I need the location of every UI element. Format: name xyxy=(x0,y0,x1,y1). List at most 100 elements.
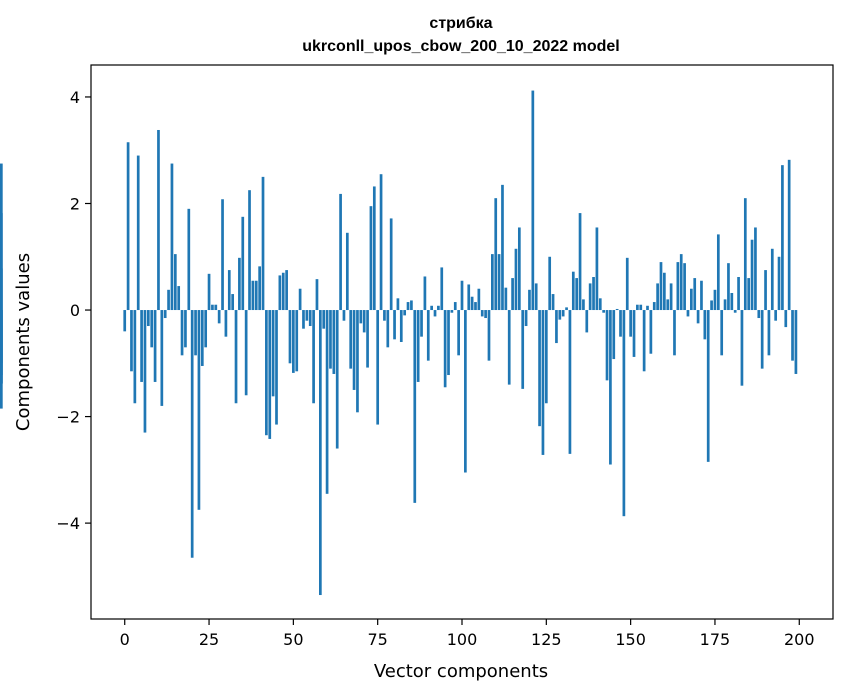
bar-140 xyxy=(595,227,599,311)
bar-41 xyxy=(261,176,265,311)
bar-193 xyxy=(774,310,778,321)
bar-159 xyxy=(659,262,663,311)
x-tick-label: 200 xyxy=(784,630,815,649)
bar-64 xyxy=(339,193,342,311)
bar-68 xyxy=(352,310,356,390)
bar-11 xyxy=(160,310,164,406)
x-tick-label: 150 xyxy=(615,630,646,649)
bar-116 xyxy=(514,248,518,311)
bar-77 xyxy=(383,310,386,321)
bar-100 xyxy=(460,280,464,311)
bar-97 xyxy=(450,310,454,313)
bar-163 xyxy=(673,310,676,356)
y-tick-label: 4 xyxy=(70,88,80,107)
bar-134 xyxy=(575,278,579,311)
bar-191 xyxy=(767,310,771,356)
bar-133 xyxy=(571,271,575,311)
bar-177 xyxy=(720,310,724,356)
bar-189 xyxy=(760,310,764,369)
bar-13 xyxy=(167,289,170,311)
bar-168 xyxy=(690,288,693,311)
bar-119 xyxy=(524,310,528,327)
bar-144 xyxy=(609,310,612,465)
bar-122 xyxy=(534,283,538,311)
bar-39 xyxy=(254,280,258,311)
y-tick-label: −4 xyxy=(56,514,80,533)
bar-135 xyxy=(578,213,582,311)
bar-0 xyxy=(123,310,127,332)
bar-179 xyxy=(727,263,730,311)
bar-82 xyxy=(399,310,403,342)
bar-93 xyxy=(437,305,440,311)
bar-76 xyxy=(379,174,383,311)
bar-85 xyxy=(410,300,413,311)
bar-148 xyxy=(622,310,626,517)
bar-156 xyxy=(649,310,653,354)
bar-158 xyxy=(656,283,659,311)
x-tick-label: 25 xyxy=(199,630,219,649)
bar-23 xyxy=(200,310,204,366)
bar-33 xyxy=(234,310,238,404)
bar-166 xyxy=(683,263,686,311)
bar-147 xyxy=(619,310,622,337)
bar-173 xyxy=(706,310,710,462)
bar-52 xyxy=(298,288,302,311)
bar-19 xyxy=(187,208,191,311)
bar-28 xyxy=(217,310,221,324)
bar-131 xyxy=(565,307,568,311)
bar-60 xyxy=(325,310,329,494)
chart-title-line-2: ukrconll_upos_cbow_200_10_2022 model xyxy=(302,38,619,55)
bar-32 xyxy=(231,294,235,311)
bar-160 xyxy=(663,272,666,311)
bar-27 xyxy=(214,304,218,311)
bar-136 xyxy=(582,299,585,311)
bar-127 xyxy=(551,294,555,311)
bar-31 xyxy=(227,270,231,311)
bar-132 xyxy=(568,310,572,454)
bar-153 xyxy=(639,304,643,311)
bar-114 xyxy=(507,310,511,385)
bar-180 xyxy=(730,292,734,311)
bar-12 xyxy=(163,310,167,319)
bar-91 xyxy=(430,305,433,311)
bar-66 xyxy=(345,232,349,311)
bar-69 xyxy=(356,310,359,413)
bar-104 xyxy=(474,302,477,311)
bar-152 xyxy=(636,304,639,311)
bar-71 xyxy=(362,310,366,333)
bar-92 xyxy=(433,310,437,317)
bar-90 xyxy=(426,310,430,361)
bar-20 xyxy=(190,310,194,558)
bar-155 xyxy=(646,305,649,311)
bar-9 xyxy=(153,310,157,382)
bar-187 xyxy=(754,227,757,311)
bar-192 xyxy=(770,248,774,311)
bar-101 xyxy=(464,310,467,473)
bar-6 xyxy=(143,310,147,433)
bar-1 xyxy=(126,142,130,311)
x-tick-label: 175 xyxy=(700,630,731,649)
bar-50 xyxy=(292,310,295,373)
bar-22 xyxy=(197,310,201,510)
bar-102 xyxy=(467,284,471,311)
bar-151 xyxy=(632,310,636,357)
x-axis-label: Vector components xyxy=(374,661,548,682)
bar-118 xyxy=(521,310,525,389)
chart-title-line-1: стрибка xyxy=(429,15,492,32)
bar-7 xyxy=(146,310,150,327)
bar-undefined xyxy=(0,163,3,311)
x-tick-label: 100 xyxy=(447,630,478,649)
bar-115 xyxy=(511,278,514,311)
bar-62 xyxy=(332,310,336,374)
bar-175 xyxy=(713,289,717,311)
y-tick-label: −2 xyxy=(56,408,80,427)
bar-18 xyxy=(184,310,187,348)
bar-172 xyxy=(703,310,707,340)
bar-29 xyxy=(221,199,224,311)
bar-40 xyxy=(258,266,261,311)
bar-36 xyxy=(244,310,248,396)
bar-112 xyxy=(501,184,504,311)
bar-21 xyxy=(194,310,197,356)
bar-157 xyxy=(652,302,656,311)
